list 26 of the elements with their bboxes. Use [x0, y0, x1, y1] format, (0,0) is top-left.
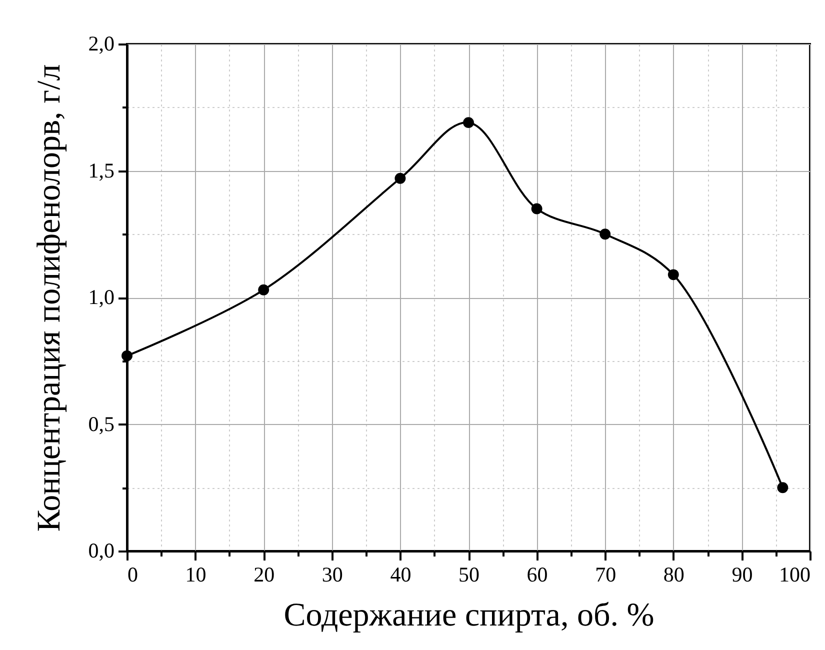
- x-tick-label: 60: [526, 562, 548, 586]
- y-axis-title: Концентрация полифенолорв, г/л: [31, 64, 68, 532]
- x-tick-label: 50: [458, 562, 480, 586]
- y-tick-label: 2,0: [88, 32, 114, 56]
- y-tick-label: 0,5: [88, 412, 114, 436]
- y-tick-label: 0,0: [88, 538, 114, 562]
- point: [258, 284, 270, 296]
- y-tick-label: 1,5: [88, 158, 114, 182]
- point: [600, 228, 611, 240]
- x-tick-label: 30: [322, 562, 343, 586]
- x-tick-label: 80: [663, 562, 684, 586]
- point: [777, 482, 788, 494]
- x-tick-label: 90: [732, 562, 753, 586]
- point: [531, 203, 542, 214]
- x-tick-label: 10: [185, 562, 206, 586]
- point: [463, 117, 474, 128]
- x-tick-label: 0: [128, 562, 138, 586]
- x-axis-title: Содержание спирта, об. %: [284, 598, 654, 634]
- point: [668, 269, 679, 280]
- point: [122, 350, 132, 362]
- y-tick-label: 1,0: [88, 285, 114, 309]
- x-tick-label: 40: [390, 562, 412, 586]
- point: [394, 172, 406, 184]
- x-tick-label: 70: [595, 562, 616, 586]
- x-tick-label: 100: [779, 562, 810, 586]
- x-tick-label: 20: [254, 562, 275, 586]
